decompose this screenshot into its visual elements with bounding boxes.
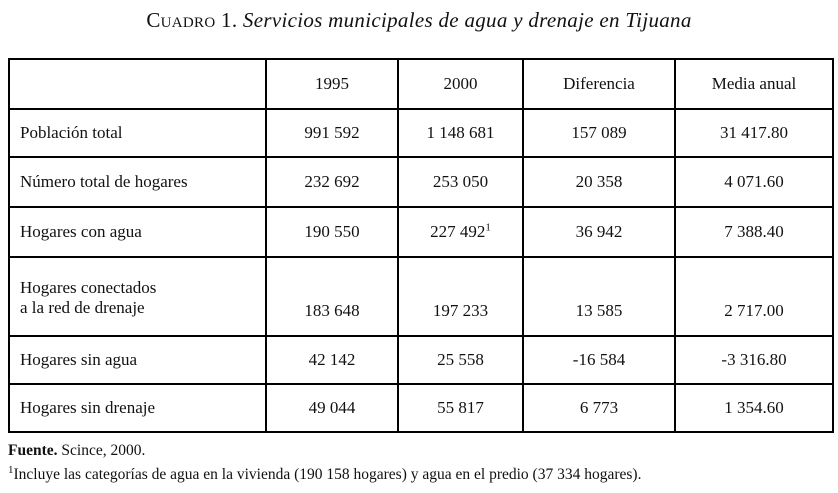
table-caption: Cuadro 1. Servicios municipales de agua … <box>0 8 838 33</box>
value-diferencia: 6 773 <box>522 383 676 433</box>
value-diferencia: 13 585 <box>522 256 676 337</box>
row-label: Hogares sin agua <box>8 335 267 385</box>
source-label: Fuente. <box>8 442 58 459</box>
value-diferencia: 36 942 <box>522 206 676 258</box>
value-1995: 232 692 <box>265 156 399 208</box>
value-diferencia: 20 358 <box>522 156 676 208</box>
value-media-anual: 7 388.40 <box>674 206 834 258</box>
header-empty <box>8 58 267 110</box>
table-row: Hogares sin drenaje 49 044 55 817 6 773 … <box>8 383 834 433</box>
table-row: Población total 991 592 1 148 681 157 08… <box>8 108 834 158</box>
value-2000: 227 4921 <box>397 206 524 258</box>
value-diferencia: -16 584 <box>522 335 676 385</box>
source-note: Fuente. Scince, 2000. <box>8 442 145 460</box>
footnote-marker: 1 <box>485 221 491 234</box>
value-2000: 1 148 681 <box>397 108 524 158</box>
value-2000: 253 050 <box>397 156 524 208</box>
footnote-marker: 1 <box>8 463 14 476</box>
value-media-anual: -3 316.80 <box>674 335 834 385</box>
value-1995: 991 592 <box>265 108 399 158</box>
row-label: Población total <box>8 108 267 158</box>
value-media-anual: 2 717.00 <box>674 256 834 337</box>
source-text: Scince, 2000. <box>57 442 146 459</box>
water-services-table: 1995 2000 Diferencia Media anual Poblaci… <box>8 58 834 433</box>
value-2000: 55 817 <box>397 383 524 433</box>
row-label: Hogares sin drenaje <box>8 383 267 433</box>
value-1995: 190 550 <box>265 206 399 258</box>
footnote-text: Incluye las categorías de agua en la viv… <box>13 466 642 483</box>
footnote: 1Incluye las categorías de agua en la vi… <box>8 463 642 484</box>
header-1995: 1995 <box>265 58 399 110</box>
value-media-anual: 1 354.60 <box>674 383 834 433</box>
value-media-anual: 31 417.80 <box>674 108 834 158</box>
value-2000-number: 227 492 <box>430 222 486 241</box>
value-2000: 25 558 <box>397 335 524 385</box>
value-1995: 183 648 <box>265 256 399 337</box>
header-diferencia: Diferencia <box>522 58 676 110</box>
caption-text: Servicios municipales de agua y drenaje … <box>237 8 692 32</box>
table-row: Hogares con agua 190 550 227 4921 36 942… <box>8 206 834 258</box>
header-row: 1995 2000 Diferencia Media anual <box>8 58 834 110</box>
row-label: Número total de hogares <box>8 156 267 208</box>
value-2000: 197 233 <box>397 256 524 337</box>
value-media-anual: 4 071.60 <box>674 156 834 208</box>
table-row: Hogares conectados a la red de drenaje 1… <box>8 256 834 337</box>
caption-number: Cuadro 1. <box>146 8 238 32</box>
value-1995: 49 044 <box>265 383 399 433</box>
header-media-anual: Media anual <box>674 58 834 110</box>
table-row: Número total de hogares 232 692 253 050 … <box>8 156 834 208</box>
value-diferencia: 157 089 <box>522 108 676 158</box>
table-row: Hogares sin agua 42 142 25 558 -16 584 -… <box>8 335 834 385</box>
header-2000: 2000 <box>397 58 524 110</box>
value-1995: 42 142 <box>265 335 399 385</box>
row-label: Hogares con agua <box>8 206 267 258</box>
row-label: Hogares conectados a la red de drenaje <box>8 256 267 337</box>
